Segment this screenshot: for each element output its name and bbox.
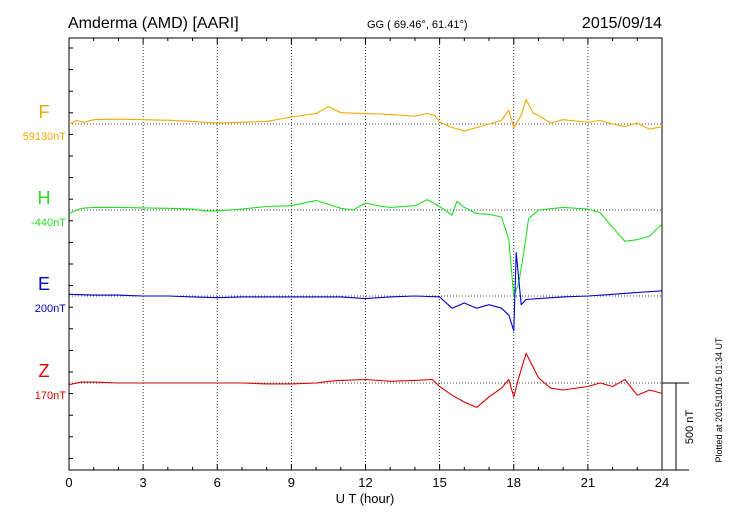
scale-bar-label: 500 nT bbox=[684, 410, 696, 445]
series-group bbox=[68, 99, 663, 408]
x-tick-label: 24 bbox=[655, 475, 669, 490]
channel-labels: F 59130nT H -440nT E 200nT Z 170nT bbox=[23, 102, 67, 402]
channel-name-z: Z bbox=[39, 361, 50, 381]
channel-baseline-z: 170nT bbox=[35, 390, 66, 402]
x-tick-label: 9 bbox=[288, 475, 295, 490]
x-tick-label: 3 bbox=[140, 475, 147, 490]
channel-name-f: F bbox=[39, 102, 50, 122]
x-tick-label: 21 bbox=[581, 475, 595, 490]
series-line-z bbox=[68, 352, 663, 408]
channel-baseline-h: -440nT bbox=[31, 217, 66, 229]
grid bbox=[69, 38, 662, 470]
channel-baseline-f: 59130nT bbox=[23, 131, 67, 143]
x-tick-label: 0 bbox=[65, 475, 72, 490]
channel-baseline-e: 200nT bbox=[35, 303, 66, 315]
x-tick-label: 15 bbox=[432, 475, 446, 490]
date-label: 2015/09/14 bbox=[582, 15, 662, 32]
x-tick-label: 18 bbox=[507, 475, 521, 490]
series-line-h bbox=[68, 199, 663, 298]
x-axis-ticks: 0 3 6 9 12 15 18 21 24 bbox=[65, 38, 669, 490]
channel-name-h: H bbox=[38, 188, 51, 208]
x-axis-label: U T (hour) bbox=[336, 491, 395, 506]
channel-name-e: E bbox=[38, 274, 50, 294]
x-tick-label: 6 bbox=[214, 475, 221, 490]
plot-timestamp-note: Plotted at 2015/10/15 01:34 UT bbox=[714, 337, 724, 463]
x-tick-label: 12 bbox=[358, 475, 372, 490]
series-line-e bbox=[68, 251, 663, 332]
series-line-f bbox=[68, 99, 663, 132]
station-title: Amderma (AMD) [AARI] bbox=[68, 15, 239, 32]
coordinates-label: GG ( 69.46°, 61.41°) bbox=[367, 19, 468, 31]
